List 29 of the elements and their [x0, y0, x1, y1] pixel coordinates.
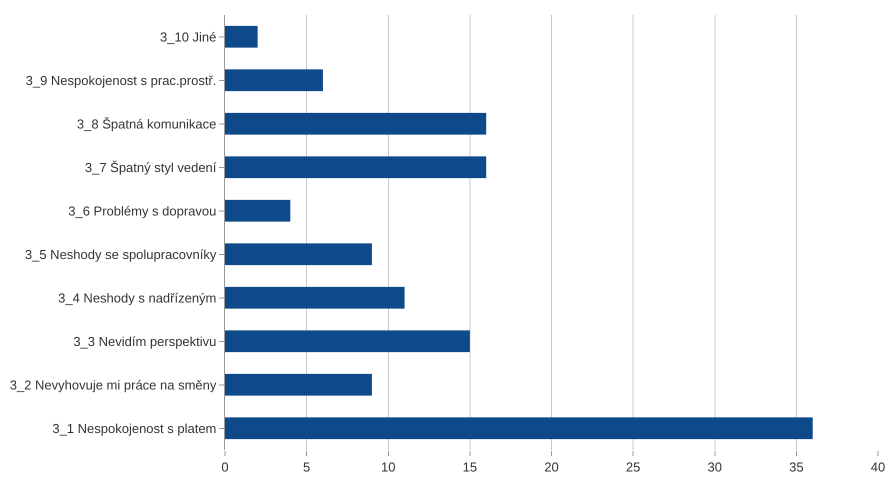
y-tick-label: 3_10 Jiné	[160, 29, 216, 44]
bar	[225, 243, 372, 266]
y-tick-label: 3_1 Nespokojenost s platem	[52, 420, 216, 436]
y-tick-label: 3_6 Problémy s dopravou	[68, 203, 216, 218]
bar	[225, 200, 290, 222]
x-tick-label: 20	[544, 460, 559, 475]
bar	[225, 286, 405, 309]
bar	[225, 330, 470, 352]
x-tick-label: 0	[221, 460, 229, 475]
x-tick-label: 40	[870, 460, 886, 475]
y-tick-label: 3_9 Nespokojenost s prac.prostř.	[26, 72, 216, 88]
y-tick-label: 3_2 Nevyhovuje mi práce na směny	[10, 377, 217, 392]
x-tick-label: 5	[303, 460, 310, 475]
bar	[225, 374, 372, 396]
bar	[225, 156, 486, 178]
y-tick-label: 3_8 Špatná komunikace	[76, 116, 216, 132]
bar	[225, 69, 323, 92]
x-tick-label: 35	[789, 460, 804, 475]
bar	[225, 112, 486, 135]
x-tick-label: 25	[626, 460, 640, 475]
y-tick-label: 3_5 Neshody se spolupracovníky	[24, 246, 217, 262]
y-tick-label: 3_3 Nevidím perspektivu	[73, 334, 216, 349]
y-tick-label: 3_4 Neshody s nadřízeným	[58, 290, 216, 306]
x-tick-label: 15	[462, 460, 478, 475]
bar	[225, 26, 258, 48]
y-tick-label: 3_7 Špatný styl vedení	[84, 160, 217, 175]
x-tick-label: 10	[381, 460, 396, 475]
x-tick-label: 30	[708, 460, 722, 475]
bar	[225, 417, 813, 440]
